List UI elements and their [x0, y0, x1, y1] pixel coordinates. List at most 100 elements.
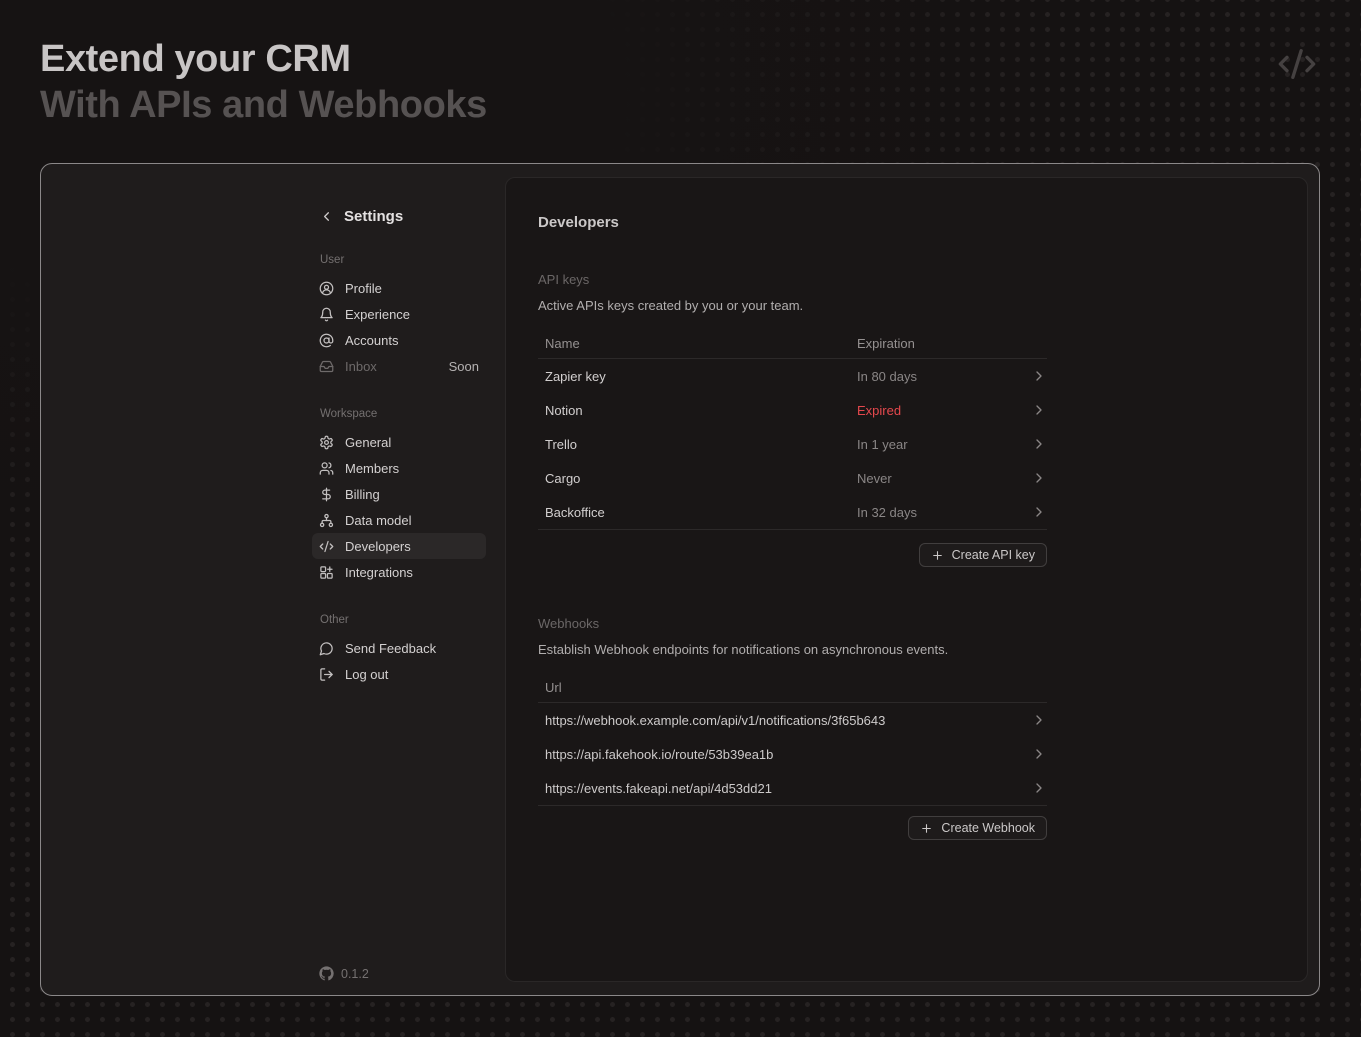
- api-key-expiration: In 80 days: [857, 368, 917, 384]
- webhooks-table-body: https://webhook.example.com/api/v1/notif…: [538, 703, 1047, 806]
- api-key-expiration: Never: [857, 470, 892, 486]
- chevron-right-icon: [1031, 746, 1047, 762]
- plus-icon: [920, 822, 933, 835]
- sidebar-item-log-out[interactable]: Log out: [312, 661, 486, 687]
- sidebar-section: Workspace General Members Billing Data model…: [312, 408, 486, 585]
- section-label: Other: [320, 614, 349, 626]
- chevron-left-icon: [319, 209, 334, 224]
- create-webhook-label: Create Webhook: [941, 821, 1035, 835]
- chat-icon: [319, 641, 334, 656]
- page-subtitle: With APIs and Webhooks: [40, 84, 487, 126]
- sidebar-item-label: Send Feedback: [345, 640, 437, 656]
- chevron-right-icon: [1031, 504, 1047, 520]
- user-circle-icon: [319, 281, 334, 296]
- webhook-row[interactable]: https://api.fakehook.io/route/53b39ea1b: [538, 737, 1047, 771]
- soon-badge: Soon: [448, 358, 479, 374]
- webhook-row[interactable]: https://events.fakeapi.net/api/4d53dd21: [538, 771, 1047, 805]
- api-key-expiration: In 32 days: [857, 504, 917, 520]
- sidebar-sections: User Profile Experience Accounts Inbox Soon Wo…: [312, 254, 486, 687]
- api-key-row[interactable]: Backoffice In 32 days: [538, 495, 1047, 529]
- chevron-right-icon: [1031, 780, 1047, 796]
- api-key-name: Backoffice: [545, 504, 605, 520]
- chevron-right-icon: [1031, 470, 1047, 486]
- chevron-right-icon: [1031, 368, 1047, 384]
- api-keys-table-body: Zapier key In 80 days Notion Expired Trello I…: [538, 359, 1047, 530]
- create-api-key-label: Create API key: [951, 548, 1035, 562]
- api-key-row[interactable]: Cargo Never: [538, 461, 1047, 495]
- api-key-row[interactable]: Notion Expired: [538, 393, 1047, 427]
- create-api-key-button[interactable]: Create API key: [918, 543, 1047, 567]
- chevron-right-icon: [1031, 436, 1047, 452]
- sidebar-item-label: Experience: [345, 306, 411, 322]
- webhook-url: https://events.fakeapi.net/api/4d53dd21: [545, 780, 772, 796]
- sidebar-item-label: Data model: [345, 512, 412, 528]
- api-key-name: Zapier key: [545, 368, 606, 384]
- api-key-name: Trello: [545, 436, 578, 452]
- api-key-row[interactable]: Trello In 1 year: [538, 427, 1047, 461]
- api-keys-description: Active APIs keys created by you or your …: [538, 298, 804, 313]
- sidebar-item-profile[interactable]: Profile: [312, 275, 486, 301]
- panel-title: Developers: [538, 214, 619, 231]
- app-version: 0.1.2: [319, 966, 369, 981]
- settings-sidebar: Settings User Profile Experience Accounts In…: [312, 208, 486, 687]
- sidebar-item-inbox[interactable]: Inbox Soon: [312, 353, 486, 379]
- create-webhook-button[interactable]: Create Webhook: [908, 816, 1047, 840]
- sidebar-item-send-feedback[interactable]: Send Feedback: [312, 635, 486, 661]
- settings-window: Settings User Profile Experience Accounts In…: [40, 163, 1320, 996]
- users-icon: [319, 461, 334, 476]
- sidebar-item-label: Billing: [345, 486, 380, 502]
- sidebar-item-billing[interactable]: Billing: [312, 481, 486, 507]
- api-keys-heading: API keys: [538, 272, 590, 287]
- column-header-expiration: Expiration: [857, 336, 915, 351]
- section-label: User: [320, 254, 345, 266]
- sidebar-item-general[interactable]: General: [312, 429, 486, 455]
- sidebar-item-label: General: [345, 434, 392, 450]
- api-key-name: Cargo: [545, 470, 581, 486]
- chevron-right-icon: [1031, 712, 1047, 728]
- sidebar-item-accounts[interactable]: Accounts: [312, 327, 486, 353]
- inbox-icon: [319, 359, 334, 374]
- version-label: 0.1.2: [341, 966, 369, 981]
- webhook-row[interactable]: https://webhook.example.com/api/v1/notif…: [538, 703, 1047, 737]
- grid-plus-icon: [319, 565, 334, 580]
- at-sign-icon: [319, 333, 334, 348]
- api-keys-table: Name Expiration Zapier key In 80 days Noti…: [538, 329, 1047, 530]
- sidebar-item-developers[interactable]: Developers: [312, 533, 486, 559]
- page-title: Extend your CRM: [40, 38, 351, 80]
- sidebar-item-experience[interactable]: Experience: [312, 301, 486, 327]
- api-key-name: Notion: [545, 402, 583, 418]
- sidebar-item-label: Accounts: [345, 332, 399, 348]
- settings-title: Settings: [344, 208, 404, 225]
- api-key-expiration: Expired: [857, 402, 902, 418]
- sidebar-item-label: Inbox: [345, 358, 377, 374]
- code-icon: [319, 539, 334, 554]
- webhooks-table: Url https://webhook.example.com/api/v1/n…: [538, 673, 1047, 806]
- code-icon: [1277, 44, 1317, 84]
- api-key-row[interactable]: Zapier key In 80 days: [538, 359, 1047, 393]
- sidebar-item-integrations[interactable]: Integrations: [312, 559, 486, 585]
- sidebar-item-data-model[interactable]: Data model: [312, 507, 486, 533]
- sidebar-item-label: Integrations: [345, 564, 413, 580]
- developers-panel: Developers API keys Active APIs keys cre…: [505, 177, 1308, 982]
- plus-icon: [931, 549, 944, 562]
- column-header-url: Url: [545, 680, 562, 695]
- sidebar-section: User Profile Experience Accounts Inbox Soon: [319, 254, 479, 379]
- webhook-url: https://webhook.example.com/api/v1/notif…: [545, 712, 886, 728]
- bell-icon: [319, 307, 334, 322]
- logout-icon: [319, 667, 334, 682]
- webhooks-description: Establish Webhook endpoints for notifica…: [538, 642, 949, 657]
- section-label: Workspace: [320, 408, 378, 420]
- dollar-icon: [319, 487, 334, 502]
- hierarchy-icon: [319, 513, 334, 528]
- settings-back-header[interactable]: Settings: [319, 208, 479, 225]
- api-key-expiration: In 1 year: [857, 436, 908, 452]
- webhooks-table-header: Url: [538, 673, 1047, 703]
- sidebar-item-members[interactable]: Members: [312, 455, 486, 481]
- webhooks-heading: Webhooks: [538, 616, 600, 631]
- github-icon: [319, 966, 334, 981]
- sidebar-item-label: Members: [345, 460, 400, 476]
- webhook-url: https://api.fakehook.io/route/53b39ea1b: [545, 746, 774, 762]
- sidebar-section: Other Send Feedback Log out: [319, 614, 479, 687]
- chevron-right-icon: [1031, 402, 1047, 418]
- api-keys-table-header: Name Expiration: [538, 329, 1047, 359]
